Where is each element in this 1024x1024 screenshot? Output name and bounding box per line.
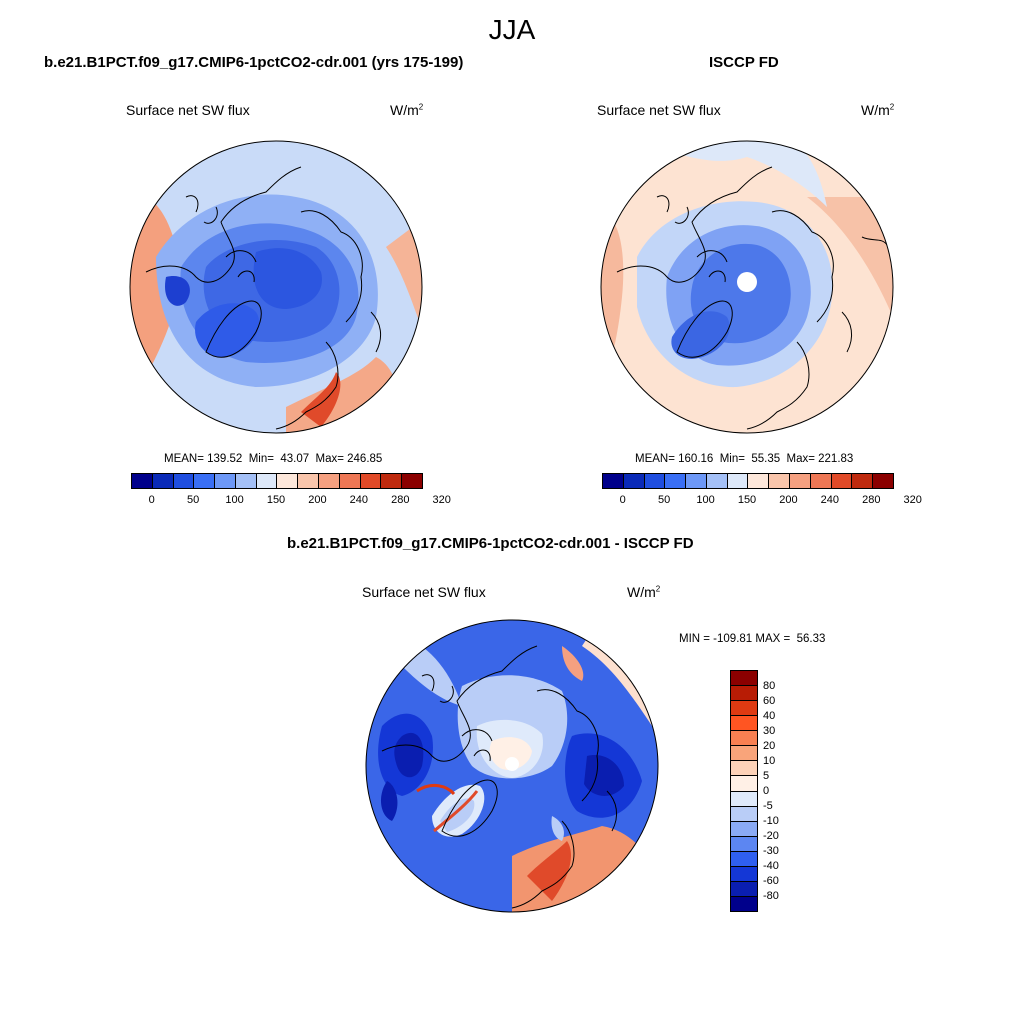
colorbar-tick-label: 30: [763, 725, 776, 737]
panel1-stats: MEAN= 139.52 Min= 43.07 Max= 246.85: [164, 453, 383, 465]
panel3-variable: Surface net SW flux: [362, 584, 486, 600]
colorbar-swatch: [731, 776, 757, 792]
colorbar-swatch: [810, 474, 832, 488]
colorbar-tick-label: 320: [432, 494, 451, 506]
colorbar-swatch: [360, 474, 382, 488]
colorbar-tick-label: 80: [763, 680, 776, 692]
colorbar-tick-label: 20: [763, 740, 776, 752]
colorbar-tick-label: 200: [779, 494, 798, 506]
colorbar-tick-label: -10: [763, 815, 779, 827]
colorbar-tick-label: 10: [763, 755, 776, 767]
panel2-polar-map: [600, 140, 894, 434]
panel3-units: W/m2: [627, 584, 661, 600]
colorbar-swatch: [731, 686, 757, 702]
colorbar-swatch: [644, 474, 666, 488]
season-title: JJA: [488, 14, 536, 45]
colorbar-swatch: [731, 746, 757, 762]
colorbar-swatch: [731, 896, 757, 911]
colorbar-tick-label: -80: [763, 890, 779, 902]
colorbar-tick-label: 40: [763, 710, 776, 722]
colorbar-tick-label: -60: [763, 875, 779, 887]
panel2-colorbar: 0 50 100 150 200 240 280 320: [602, 473, 922, 513]
colorbar-swatch: [665, 474, 687, 488]
colorbar-swatch: [727, 474, 749, 488]
panel1-colorbar: 0 50 100 150 200 240 280 320: [131, 473, 451, 513]
colorbar-swatch: [706, 474, 728, 488]
colorbar-swatch: [319, 474, 340, 488]
colorbar-tick-label: -20: [763, 830, 779, 842]
panel2-units: W/m2: [861, 102, 895, 118]
colorbar-swatch: [132, 474, 153, 488]
colorbar-swatch: [194, 474, 216, 488]
colorbar-swatch: [402, 474, 422, 488]
colorbar-tick-label: 200: [308, 494, 327, 506]
panel1-polar-map: [129, 140, 423, 434]
colorbar-swatch: [381, 474, 403, 488]
colorbar-swatch: [339, 474, 361, 488]
colorbar-tick-label: 50: [187, 494, 200, 506]
colorbar-swatch: [731, 716, 757, 732]
colorbar-swatch: [152, 474, 174, 488]
colorbar-tick-label: 100: [225, 494, 244, 506]
colorbar-tick-label: 240: [820, 494, 840, 506]
colorbar-tick-label: 280: [391, 494, 410, 506]
colorbar-swatch: [831, 474, 853, 488]
panel3-stats: MIN = -109.81 MAX = 56.33: [679, 633, 826, 645]
panel2-variable: Surface net SW flux: [597, 102, 721, 118]
colorbar-swatch: [298, 474, 320, 488]
colorbar-swatch: [790, 474, 811, 488]
panel2-stats: MEAN= 160.16 Min= 55.35 Max= 221.83: [635, 453, 854, 465]
colorbar-swatch: [852, 474, 874, 488]
colorbar-tick-label: 0: [148, 494, 155, 506]
colorbar-swatch: [731, 836, 757, 852]
colorbar-tick-label: 0: [763, 785, 770, 797]
colorbar-swatch: [731, 806, 757, 822]
colorbar-tick-label: 50: [658, 494, 671, 506]
colorbar-tick-label: 150: [266, 494, 286, 506]
colorbar-tick-label: -5: [763, 800, 773, 812]
colorbar-tick-label: 0: [619, 494, 626, 506]
colorbar-tick-label: 280: [862, 494, 881, 506]
colorbar-swatch: [173, 474, 195, 488]
colorbar-swatch: [277, 474, 299, 488]
colorbar-swatch: [731, 761, 757, 777]
colorbar-swatch: [731, 866, 757, 882]
colorbar-tick-label: -40: [763, 860, 779, 872]
colorbar-swatch: [215, 474, 236, 488]
colorbar-swatch: [235, 474, 257, 488]
panel3-title: b.e21.B1PCT.f09_g17.CMIP6-1pctCO2-cdr.00…: [287, 535, 694, 552]
colorbar-tick-label: 150: [737, 494, 757, 506]
colorbar-swatch: [603, 474, 624, 488]
panel1-variable: Surface net SW flux: [126, 102, 250, 118]
colorbar-tick-label: -30: [763, 845, 779, 857]
colorbar-tick-label: 320: [903, 494, 922, 506]
colorbar-swatch: [256, 474, 278, 488]
panel3-polar-map: [365, 619, 659, 913]
colorbar-swatch: [731, 881, 757, 897]
colorbar-tick-label: 100: [696, 494, 715, 506]
panel1-title: b.e21.B1PCT.f09_g17.CMIP6-1pctCO2-cdr.00…: [44, 54, 464, 71]
panel2-title: ISCCP FD: [709, 54, 779, 71]
colorbar-swatch: [731, 731, 757, 747]
colorbar-tick-label: 240: [349, 494, 369, 506]
colorbar-tick-label: 5: [763, 770, 770, 782]
colorbar-swatch: [731, 671, 757, 687]
colorbar-swatch: [731, 851, 757, 867]
colorbar-swatch: [769, 474, 791, 488]
colorbar-swatch: [731, 821, 757, 837]
colorbar-swatch: [731, 791, 757, 807]
colorbar-tick-label: 60: [763, 695, 776, 707]
colorbar-swatch: [623, 474, 645, 488]
panel1-units: W/m2: [390, 102, 424, 118]
panel3-colorbar: 80 60 40 30 20 10 5 0 -5 -10 -20 -30 -40 -60 -80: [730, 670, 830, 912]
colorbar-swatch: [731, 701, 757, 717]
colorbar-swatch: [748, 474, 770, 488]
colorbar-swatch: [686, 474, 707, 488]
colorbar-swatch: [873, 474, 893, 488]
